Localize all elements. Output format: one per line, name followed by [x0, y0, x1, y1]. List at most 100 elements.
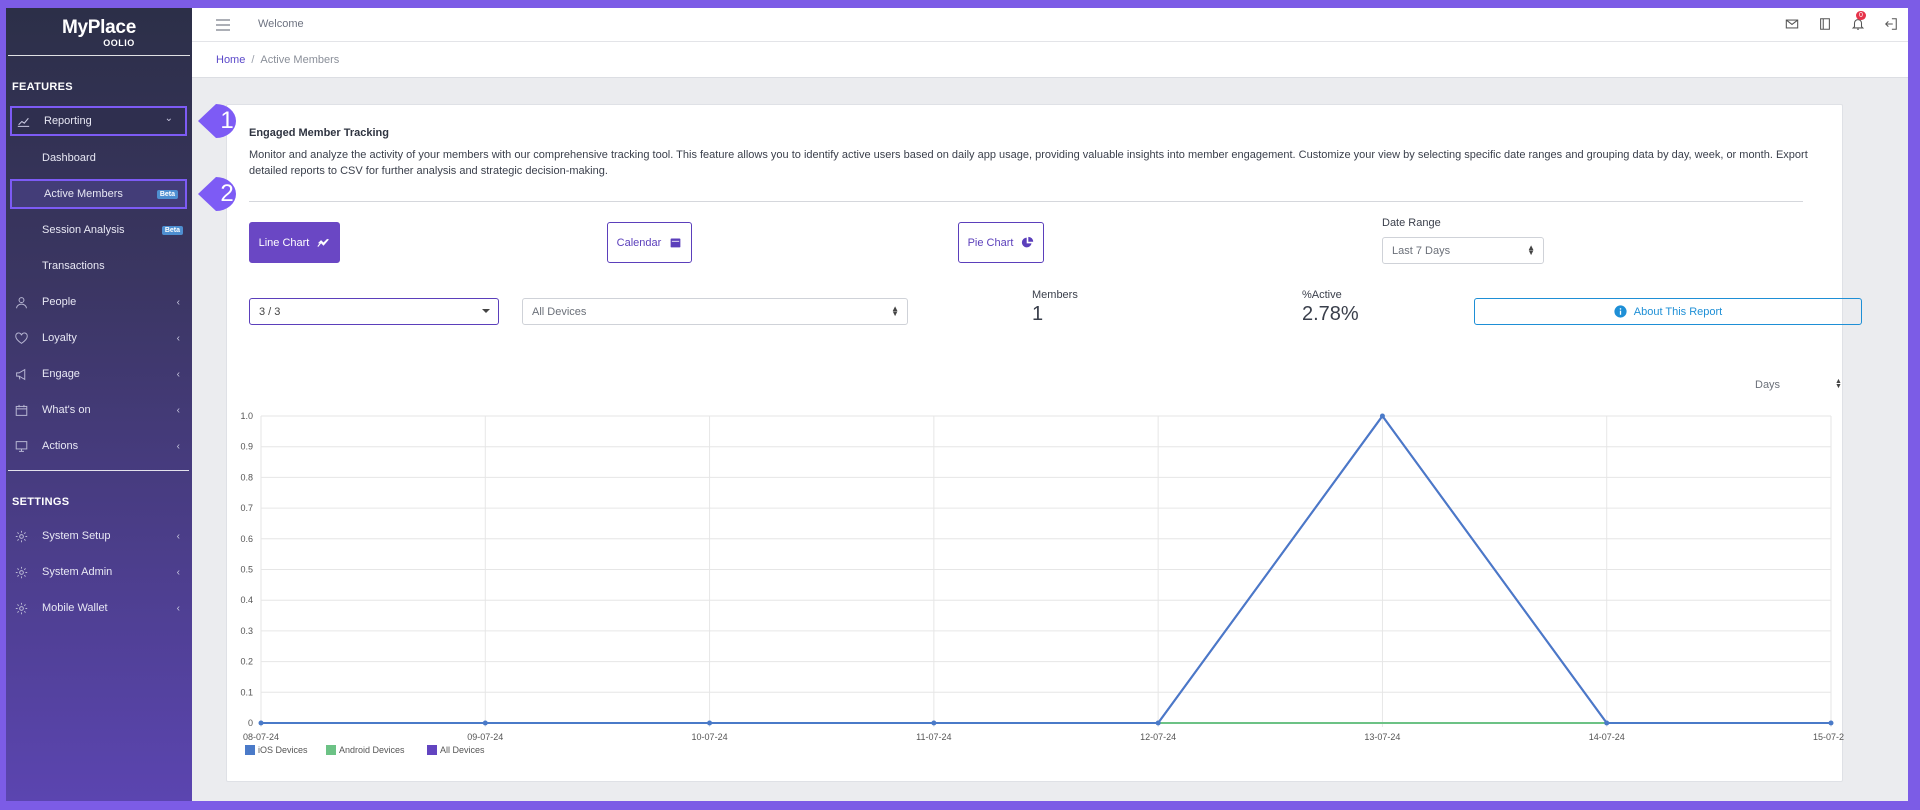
calendar-button-label: Calendar	[616, 236, 662, 249]
sidebar-divider	[8, 470, 189, 471]
select-arrows-icon: ▲ ▼	[891, 304, 899, 318]
grouping-select-value: Days	[1755, 379, 1781, 391]
callout-1: 1	[194, 101, 246, 141]
sidebar: MyPlace OOLIO FEATURES Reporting ⌄ Dashb…	[6, 8, 192, 801]
top-icons: 0	[1785, 11, 1898, 31]
x-tick-label: 13-07-24	[1364, 732, 1400, 742]
breadcrumb-separator: /	[251, 53, 255, 66]
sidebar-item-reporting[interactable]: Reporting ⌄	[10, 106, 187, 136]
breadcrumb: Home / Active Members	[192, 42, 1908, 78]
y-tick-label: 0.8	[240, 472, 253, 482]
logout-icon[interactable]	[1884, 17, 1898, 31]
chevron-down-icon: ⌄	[164, 113, 173, 124]
venue-select[interactable]: 3 / 3	[249, 298, 499, 325]
sidebar-item-label: Mobile Wallet	[42, 602, 108, 614]
sidebar-item-engage[interactable]: Engage ‹	[6, 359, 192, 389]
user-icon	[14, 295, 28, 309]
y-tick-label: 0.2	[240, 657, 253, 667]
legend-label: All Devices	[440, 745, 485, 755]
y-tick-label: 0.1	[240, 687, 253, 697]
about-report-button[interactable]: About This Report	[1474, 298, 1862, 325]
sidebar-item-system-admin[interactable]: System Admin ‹	[6, 557, 192, 587]
logo-text: MyPlace	[62, 16, 136, 38]
active-percent-label: %Active	[1302, 289, 1342, 301]
sidebar-subitem-active-members[interactable]: Active Members Beta	[10, 179, 187, 209]
book-icon[interactable]	[1818, 17, 1832, 31]
info-icon	[1614, 305, 1627, 318]
sidebar-item-label: What's on	[42, 404, 91, 416]
x-tick-label: 10-07-24	[692, 732, 728, 742]
data-point	[1155, 720, 1161, 726]
x-tick-label: 15-07-24	[1813, 732, 1844, 742]
mail-icon[interactable]	[1785, 17, 1799, 31]
sidebar-item-loyalty[interactable]: Loyalty ‹	[6, 323, 192, 353]
pie-chart-icon	[1022, 236, 1034, 248]
sidebar-item-system-setup[interactable]: System Setup ‹	[6, 521, 192, 551]
pie-chart-button[interactable]: Pie Chart	[958, 222, 1044, 263]
breadcrumb-home-link[interactable]: Home	[216, 53, 246, 66]
y-tick-label: 1.0	[240, 411, 253, 421]
y-tick-label: 0.7	[240, 503, 253, 513]
date-range-select-value: Last 7 Days	[1392, 244, 1451, 257]
sidebar-item-label: Actions	[42, 440, 79, 452]
y-tick-label: 0.3	[240, 626, 253, 636]
y-tick-label: 0.6	[240, 534, 253, 544]
sidebar-item-label: Session Analysis	[42, 224, 125, 236]
sidebar-subitem-session-analysis[interactable]: Session Analysis Beta	[6, 215, 192, 245]
members-value: 1	[1032, 303, 1044, 325]
about-report-button-label: About This Report	[1633, 305, 1723, 318]
date-range-label: Date Range	[1382, 217, 1441, 229]
sidebar-subitem-transactions[interactable]: Transactions	[6, 251, 192, 281]
legend-swatch	[326, 745, 336, 755]
members-label: Members	[1032, 289, 1078, 301]
sidebar-item-actions[interactable]: Actions ‹	[6, 431, 192, 461]
grouping-select[interactable]: Days ▲ ▼	[1753, 378, 1843, 393]
pie-chart-button-label: Pie Chart	[967, 236, 1014, 249]
sidebar-item-whats-on[interactable]: What's on ‹	[6, 395, 192, 425]
gear-icon	[14, 565, 28, 579]
sidebar-item-label: Transactions	[42, 260, 105, 272]
chevron-left-icon: ‹	[176, 530, 180, 542]
top-bar: Welcome 0	[192, 8, 1908, 42]
x-tick-label: 14-07-24	[1589, 732, 1625, 742]
notification-count-badge: 0	[1856, 11, 1866, 20]
sidebar-item-mobile-wallet[interactable]: Mobile Wallet ‹	[6, 593, 192, 623]
logo[interactable]: MyPlace OOLIO	[8, 8, 190, 56]
sidebar-item-label: Dashboard	[42, 152, 96, 164]
sidebar-item-label: People	[42, 296, 77, 308]
sidebar-item-people[interactable]: People ‹	[6, 287, 192, 317]
sidebar-subitem-dashboard[interactable]: Dashboard	[6, 143, 192, 173]
select-arrows-icon: ▲ ▼	[1835, 378, 1842, 390]
legend-label: iOS Devices	[258, 745, 308, 755]
sidebar-item-label: System Setup	[42, 530, 111, 542]
chevron-left-icon: ‹	[176, 368, 180, 380]
hamburger-menu-icon[interactable]	[216, 18, 230, 36]
y-tick-label: 0.4	[240, 595, 253, 605]
legend-swatch	[427, 745, 437, 755]
chevron-left-icon: ‹	[176, 440, 180, 452]
calendar-button[interactable]: Calendar	[607, 222, 692, 263]
data-point	[1828, 720, 1834, 726]
select-arrows-icon: ▲ ▼	[1527, 243, 1535, 257]
bell-icon[interactable]: 0	[1851, 11, 1866, 31]
beta-badge: Beta	[156, 189, 178, 199]
x-tick-label: 12-07-24	[1140, 732, 1176, 742]
line-chart-button-label: Line Chart	[258, 236, 310, 249]
venue-select-value: 3 / 3	[259, 305, 281, 318]
date-range-select[interactable]: Last 7 Days ▲ ▼	[1382, 237, 1544, 264]
main-content: Welcome 0 Home / Active Members Engaged …	[192, 8, 1908, 801]
logo-subtext: OOLIO	[103, 37, 135, 48]
beta-badge: Beta	[161, 225, 183, 235]
gear-icon	[14, 529, 28, 543]
device-select[interactable]: All Devices ▲ ▼	[522, 298, 908, 325]
line-chart-button[interactable]: Line Chart	[249, 222, 340, 263]
chevron-left-icon: ‹	[176, 296, 180, 308]
calendar-icon	[670, 238, 681, 248]
data-point	[1604, 720, 1610, 726]
data-point	[1379, 413, 1385, 419]
x-tick-label: 08-07-24	[243, 732, 279, 742]
welcome-text: Welcome	[258, 18, 304, 30]
sidebar-item-label: System Admin	[42, 566, 113, 578]
heart-icon	[14, 331, 28, 345]
x-tick-label: 09-07-24	[467, 732, 503, 742]
